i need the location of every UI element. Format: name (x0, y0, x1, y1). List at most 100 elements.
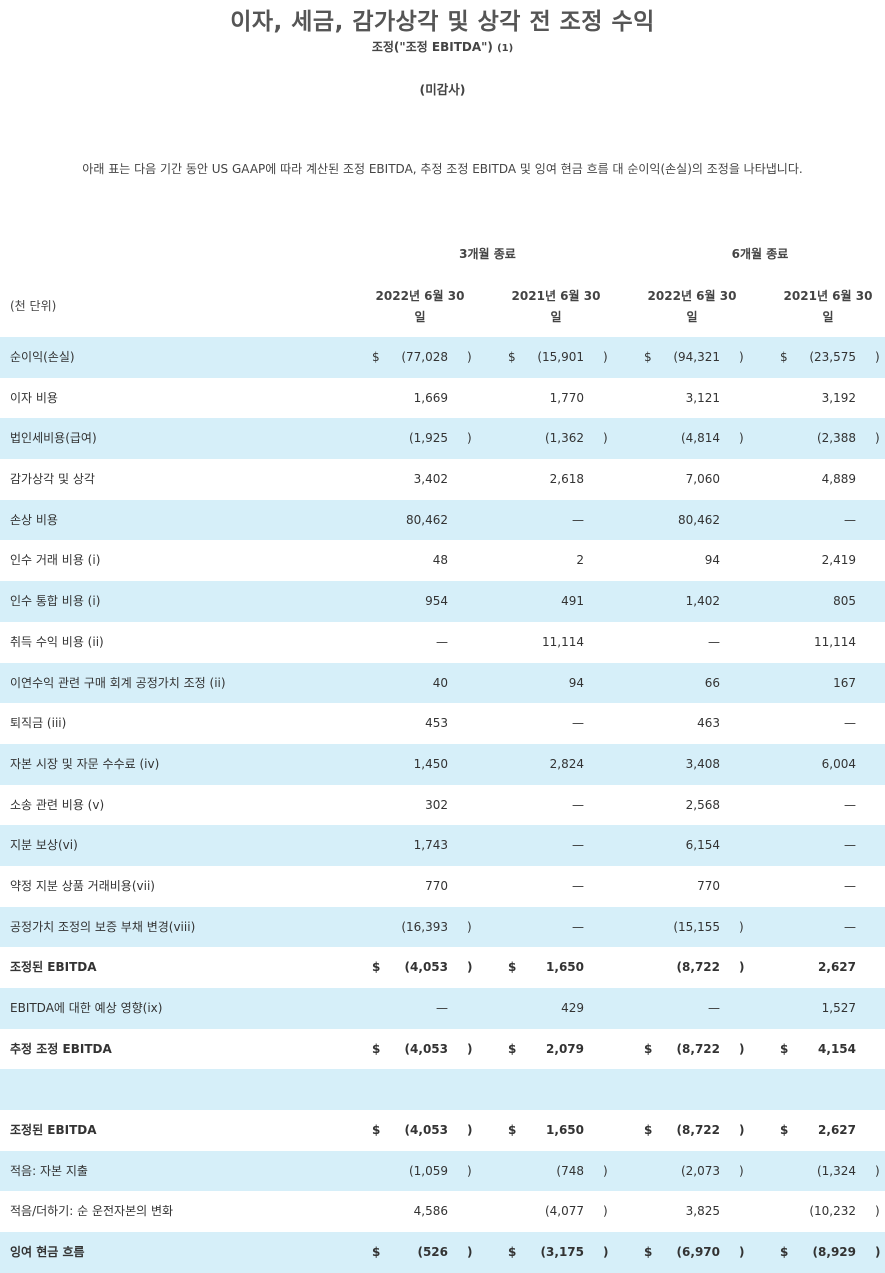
cell-value: 3,121 (685, 390, 720, 405)
cell-value: (1,324 (816, 1163, 856, 1178)
cell-value: (1,059 (408, 1163, 448, 1178)
currency-symbol: $ (508, 960, 517, 975)
currency-symbol: $ (780, 1123, 789, 1138)
closing-paren: ) (739, 1245, 745, 1260)
currency-symbol: $ (780, 1245, 789, 1260)
cell-value: 2,079 (546, 1041, 584, 1056)
column-header: 2022년 6월 30 일 (637, 286, 747, 328)
cell-value: (8,929 (812, 1245, 856, 1260)
cell-value: (8,722 (676, 960, 720, 975)
cell-value: 2,627 (818, 960, 856, 975)
row-label: 감가상각 및 상각 (10, 472, 95, 487)
column-header-line: 2022년 6월 30 (647, 289, 737, 303)
cell-value: 94 (704, 553, 720, 568)
cell-value: — (844, 838, 856, 853)
row-label: 법인세비용(급여) (10, 431, 97, 446)
cell-value: 2,568 (685, 797, 720, 812)
column-header-line: 2021년 6월 30 (783, 289, 873, 303)
cell-value: — (436, 1001, 448, 1015)
row-label: 잉여 현금 흐름 (10, 1245, 85, 1260)
cell-value: (748 (556, 1163, 584, 1178)
cell-value: — (436, 634, 448, 649)
cell-value: 1,527 (821, 1001, 856, 1015)
cell-value: 2,419 (821, 553, 856, 568)
cell-value: 1,669 (413, 390, 448, 405)
closing-paren: ) (467, 431, 472, 446)
cell-value: 2,824 (549, 756, 584, 771)
closing-paren: ) (875, 1204, 880, 1219)
page-title: 이자, 세금, 감가상각 및 상각 전 조정 수익 (230, 9, 655, 35)
row-label: 인수 거래 비용 (i) (10, 553, 101, 568)
cell-value: 2,627 (818, 1123, 856, 1138)
cell-value: (8,722 (676, 1123, 720, 1138)
cell-value: — (572, 919, 584, 934)
table-row: 취득 수익 비용 (ii) — 11,114 — 11,114 (0, 622, 885, 663)
row-label: 조정된 EBITDA (10, 1123, 97, 1138)
currency-symbol: $ (372, 1245, 381, 1260)
column-header-line: 일 (550, 310, 562, 324)
cell-value: 94 (568, 675, 584, 690)
closing-paren: ) (467, 1041, 473, 1056)
closing-paren: ) (603, 431, 608, 446)
cell-value: (23,575 (809, 350, 856, 364)
cell-value: — (844, 716, 856, 731)
cell-value: 1,650 (546, 1123, 584, 1138)
cell-value: 770 (697, 878, 720, 893)
currency-symbol: $ (372, 350, 380, 364)
cell-value: 2,618 (549, 472, 584, 487)
cell-value: 1,770 (549, 390, 584, 405)
cell-value: 4,586 (413, 1204, 448, 1219)
footnote-marker: (1) (497, 43, 514, 54)
currency-symbol: $ (372, 1123, 381, 1138)
cell-value: 491 (561, 594, 584, 609)
closing-paren: ) (467, 1163, 472, 1178)
cell-value: 770 (425, 878, 448, 893)
cell-value: 1,402 (685, 594, 720, 609)
currency-symbol: $ (644, 1041, 653, 1056)
cell-value: 7,060 (685, 472, 720, 487)
closing-paren: ) (875, 431, 880, 446)
table-row: 감가상각 및 상각 3,402 2,618 7,060 4,889 (0, 459, 885, 500)
currency-symbol: $ (508, 350, 516, 364)
closing-paren: ) (739, 1163, 744, 1178)
cell-value: 3,408 (685, 756, 720, 771)
row-label: 추정 조정 EBITDA (10, 1041, 112, 1056)
cell-value: — (708, 634, 720, 649)
cell-value: — (572, 878, 584, 893)
cell-value: 805 (833, 594, 856, 609)
table-row: 순이익(손실) $ (77,028) $ (15,901) $ (94,321) $ (23,5… (0, 337, 885, 378)
cell-value: 2 (576, 553, 584, 568)
table-row: 소송 관련 비용 (v) 302 — 2,568 — (0, 785, 885, 826)
row-label: 이자 비용 (10, 390, 58, 405)
cell-value: — (572, 716, 584, 731)
reconciliation-table: 순이익(손실) $ (77,028) $ (15,901) $ (94,321) $ (23,5… (0, 337, 885, 1273)
unaudited-note: (미감사) (419, 82, 466, 97)
table-row (0, 1069, 885, 1111)
cell-value: 3,402 (413, 472, 448, 487)
cell-value: 40 (432, 675, 448, 690)
cell-value: (15,155 (673, 919, 720, 934)
cell-value: (4,077 (544, 1204, 584, 1219)
cell-value: 167 (833, 675, 856, 690)
table-row: 법인세비용(급여) (1,925) (1,362) (4,814) (2,388) (0, 418, 885, 460)
cell-value: 11,114 (814, 634, 856, 649)
cell-value: (15,901 (537, 350, 584, 364)
page-subtitle: 조정("조정 EBITDA") (1) (0, 38, 885, 55)
currency-symbol: $ (508, 1041, 517, 1056)
row-label: 자본 시장 및 자문 수수료 (iv) (10, 756, 160, 771)
currency-symbol: $ (644, 1123, 653, 1138)
closing-paren: ) (467, 1245, 473, 1260)
cell-value: — (844, 797, 856, 812)
cell-value: (526 (417, 1245, 448, 1260)
table-row: 조정된 EBITDA $ (4,053) $1,650 $ (8,722) $2,627 (0, 1110, 885, 1151)
cell-value: — (844, 512, 856, 527)
row-label: 조정된 EBITDA (10, 960, 97, 975)
cell-value: 4,154 (818, 1041, 856, 1056)
closing-paren: ) (603, 1245, 609, 1260)
table-row: 인수 통합 비용 (i) 954 491 1,402 805 (0, 581, 885, 622)
cell-value: (2,388 (816, 431, 856, 446)
row-label: 순이익(손실) (10, 350, 75, 364)
cell-value: 3,825 (685, 1204, 720, 1219)
cell-value: 80,462 (678, 512, 720, 527)
table-row: 약정 지분 상품 거래비용(vii) 770 — 770 — (0, 866, 885, 907)
